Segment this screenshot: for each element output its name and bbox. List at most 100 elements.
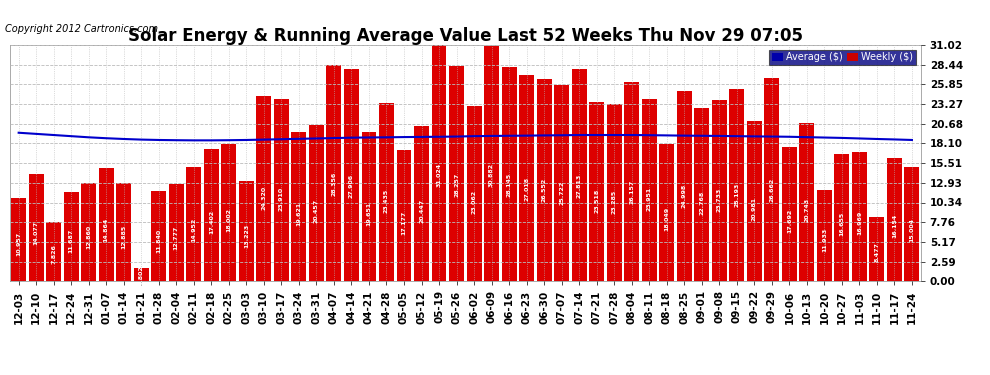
Text: 23.062: 23.062 <box>471 190 476 214</box>
Bar <box>799 123 815 281</box>
Text: 20.743: 20.743 <box>804 198 810 222</box>
Text: 27.018: 27.018 <box>524 177 529 201</box>
Bar <box>466 106 481 281</box>
Text: 11.933: 11.933 <box>822 228 827 252</box>
Bar <box>887 158 902 281</box>
Text: 23.518: 23.518 <box>594 189 599 213</box>
Text: 16.969: 16.969 <box>857 211 862 235</box>
Bar <box>309 126 324 281</box>
Bar <box>47 222 61 281</box>
Text: 15.004: 15.004 <box>910 218 915 242</box>
Text: 11.687: 11.687 <box>68 229 73 254</box>
Bar <box>484 46 499 281</box>
Text: 25.193: 25.193 <box>735 183 740 207</box>
Text: 26.157: 26.157 <box>630 180 635 204</box>
Text: Copyright 2012 Cartronics.com: Copyright 2012 Cartronics.com <box>5 24 158 34</box>
Bar <box>502 67 517 281</box>
Text: 12.777: 12.777 <box>174 225 179 250</box>
Bar <box>256 96 271 281</box>
Bar <box>817 190 832 281</box>
Text: 17.177: 17.177 <box>402 210 407 234</box>
Bar <box>99 168 114 281</box>
Text: 26.662: 26.662 <box>769 178 774 202</box>
Text: 1.802: 1.802 <box>139 265 144 285</box>
Bar <box>414 126 429 281</box>
Text: 31.024: 31.024 <box>437 163 442 187</box>
Text: 20.457: 20.457 <box>314 199 319 223</box>
Bar <box>379 103 394 281</box>
Text: 30.882: 30.882 <box>489 164 494 188</box>
Bar <box>554 86 569 281</box>
Text: 20.447: 20.447 <box>419 199 424 223</box>
Bar <box>905 167 920 281</box>
Bar <box>677 91 692 281</box>
Bar <box>730 89 744 281</box>
Bar <box>449 66 464 281</box>
Title: Solar Energy & Running Average Value Last 52 Weeks Thu Nov 29 07:05: Solar Energy & Running Average Value Las… <box>128 27 803 45</box>
Bar <box>589 102 604 281</box>
Text: 14.952: 14.952 <box>191 218 196 242</box>
Text: 18.049: 18.049 <box>664 207 669 231</box>
Bar <box>782 147 797 281</box>
Text: 12.860: 12.860 <box>86 225 91 249</box>
Text: 26.552: 26.552 <box>542 178 546 203</box>
Text: 12.885: 12.885 <box>121 225 127 249</box>
Bar <box>361 132 376 281</box>
Bar <box>642 99 656 281</box>
Text: 8.477: 8.477 <box>874 242 879 262</box>
Text: 28.356: 28.356 <box>332 172 337 196</box>
Text: 23.733: 23.733 <box>717 188 722 212</box>
Bar <box>537 79 551 281</box>
Text: 23.435: 23.435 <box>384 189 389 213</box>
Text: 23.285: 23.285 <box>612 189 617 214</box>
Bar <box>694 108 709 281</box>
Text: 7.826: 7.826 <box>51 244 56 264</box>
Bar <box>327 65 342 281</box>
Legend: Average ($), Weekly ($): Average ($), Weekly ($) <box>769 50 916 65</box>
Bar <box>239 180 253 281</box>
Bar <box>764 78 779 281</box>
Bar <box>134 267 148 281</box>
Bar <box>397 150 412 281</box>
Bar <box>835 154 849 281</box>
Text: 14.077: 14.077 <box>34 221 39 245</box>
Bar <box>151 191 166 281</box>
Bar <box>204 149 219 281</box>
Text: 10.957: 10.957 <box>16 232 21 256</box>
Bar <box>274 99 289 281</box>
Text: 24.320: 24.320 <box>261 186 266 210</box>
Text: 20.981: 20.981 <box>751 197 756 221</box>
Bar <box>712 100 727 281</box>
Bar <box>186 167 201 281</box>
Text: 13.223: 13.223 <box>244 224 248 248</box>
Text: 18.002: 18.002 <box>227 207 232 231</box>
Text: 28.257: 28.257 <box>454 172 459 196</box>
Bar <box>571 69 587 281</box>
Text: 16.154: 16.154 <box>892 214 897 238</box>
Bar <box>659 144 674 281</box>
Bar <box>169 184 184 281</box>
Bar <box>519 75 534 281</box>
Bar <box>344 69 359 281</box>
Text: 28.145: 28.145 <box>507 172 512 197</box>
Text: 22.768: 22.768 <box>699 191 704 215</box>
Text: 14.864: 14.864 <box>104 218 109 242</box>
Text: 24.998: 24.998 <box>682 183 687 208</box>
Bar <box>869 217 884 281</box>
Bar <box>63 192 78 281</box>
Bar <box>746 122 761 281</box>
Text: 16.655: 16.655 <box>840 212 844 236</box>
Bar <box>222 144 237 281</box>
Bar <box>432 45 446 281</box>
Text: 27.813: 27.813 <box>576 174 582 198</box>
Text: 23.951: 23.951 <box>646 187 651 211</box>
Bar <box>291 132 306 281</box>
Bar <box>11 198 26 281</box>
Bar <box>625 82 640 281</box>
Bar <box>607 104 622 281</box>
Text: 19.621: 19.621 <box>296 202 301 226</box>
Bar <box>29 174 44 281</box>
Bar <box>81 183 96 281</box>
Bar <box>116 183 132 281</box>
Text: 11.840: 11.840 <box>156 229 161 253</box>
